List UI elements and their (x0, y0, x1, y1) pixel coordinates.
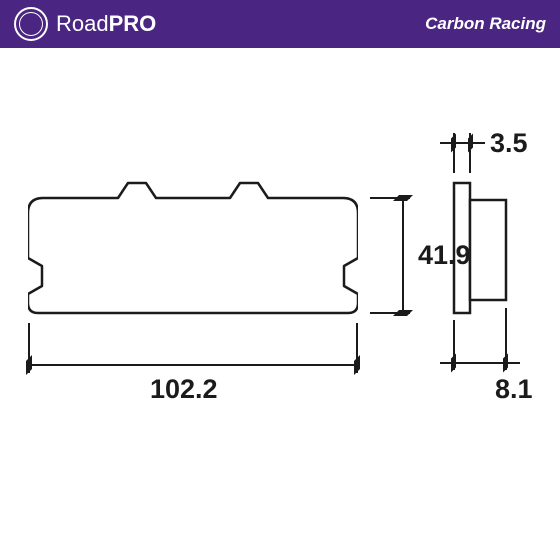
dim-line (440, 142, 485, 144)
brand-left: RoadPRO (14, 7, 156, 41)
dim-arrow (393, 310, 413, 316)
dim-height-label: 41.9 (418, 240, 471, 271)
dim-line (402, 197, 404, 314)
brand-name: RoadPRO (56, 11, 156, 37)
brand-logo-icon (14, 7, 48, 41)
dim-width-label: 102.2 (150, 374, 218, 405)
dim-line (28, 364, 358, 366)
dim-arrow (451, 354, 456, 373)
variant-label: Carbon Racing (425, 14, 546, 34)
dim-arrow (393, 195, 413, 201)
dim-arrow (468, 134, 473, 153)
dim-arrow (451, 134, 456, 153)
dim-arrow (503, 354, 508, 373)
header-bar: RoadPRO Carbon Racing (0, 0, 560, 48)
dim-total-thickness-label: 8.1 (495, 374, 533, 405)
brake-pad-front-view (28, 158, 358, 333)
dim-plate-thickness-label: 3.5 (490, 128, 528, 159)
technical-drawing: 102.2 41.9 3.5 8.1 (0, 48, 560, 560)
brand-prefix: Road (56, 11, 109, 36)
brand-suffix: PRO (109, 11, 157, 36)
